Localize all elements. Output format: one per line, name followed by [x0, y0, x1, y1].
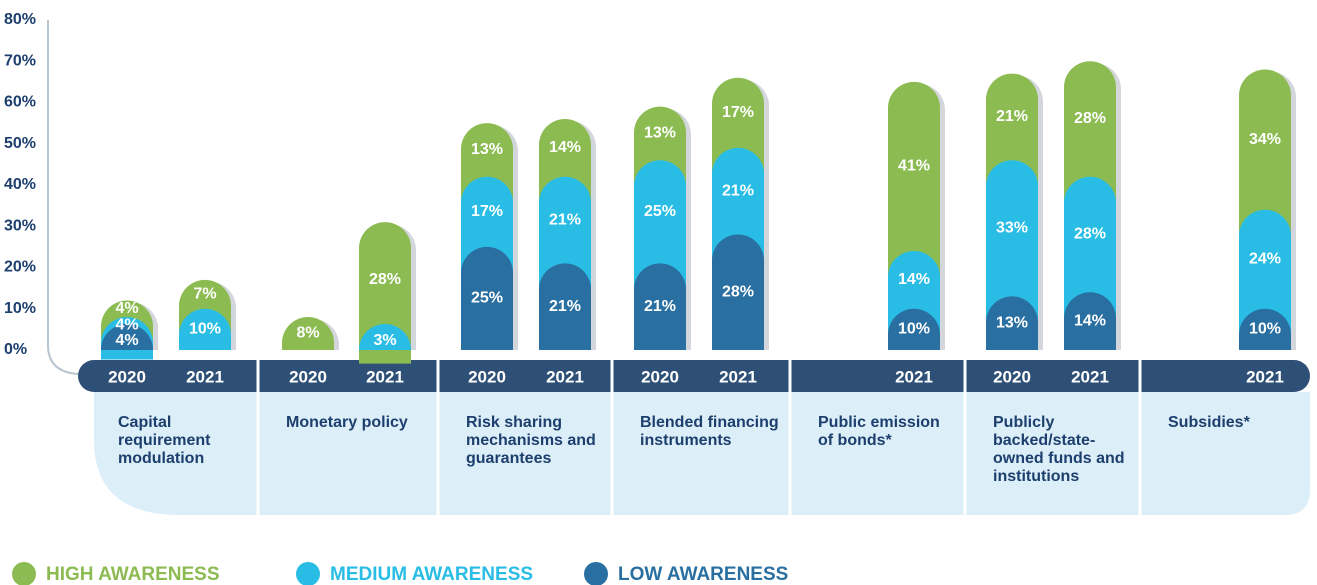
legend-label: LOW AWARENESS	[618, 564, 788, 585]
value-label: 21%	[549, 298, 581, 315]
value-label: 14%	[898, 271, 930, 288]
value-label: 34%	[1249, 131, 1281, 148]
x-tick-label: 2021	[719, 367, 757, 386]
bar-segment	[986, 73, 1038, 187]
bar-segment	[359, 324, 411, 350]
value-label: 4%	[115, 300, 138, 317]
legend-swatch	[584, 562, 608, 585]
bar-segment	[1239, 69, 1291, 236]
bar-segment	[712, 234, 764, 350]
x-tick-label: 2020	[468, 367, 506, 386]
year-band	[78, 360, 1310, 392]
group-label: Capital requirement modulation	[118, 414, 211, 467]
bar-segment	[712, 77, 764, 174]
bar-segment	[986, 296, 1038, 350]
x-tick-label: 2020	[993, 367, 1031, 386]
group-label: Public emission of bonds*	[818, 414, 940, 449]
bar-segment	[539, 176, 591, 290]
value-label: 7%	[193, 286, 216, 303]
x-tick-label: 2020	[289, 367, 327, 386]
value-label: 10%	[898, 321, 930, 338]
group-label: Risk sharing mechanisms and guarantees	[466, 414, 596, 467]
value-label: 13%	[471, 141, 503, 158]
x-tick-label: 2021	[186, 367, 224, 386]
x-tick-label: 2021	[366, 367, 404, 386]
x-tick-label: 2020	[641, 367, 679, 386]
group-label: Blended financing instruments	[640, 414, 779, 449]
bar-segment	[1064, 61, 1116, 203]
value-label: 25%	[471, 290, 503, 307]
y-tick-label: 20%	[4, 259, 36, 276]
bar-segment	[1064, 292, 1116, 350]
y-tick-label: 0%	[4, 341, 27, 358]
value-label: 13%	[644, 125, 676, 142]
bar-segment	[282, 317, 334, 350]
value-label: 14%	[1074, 312, 1106, 329]
value-label: 4%	[115, 332, 138, 349]
value-label: 17%	[722, 104, 754, 121]
value-label: 28%	[722, 283, 754, 300]
value-label: 28%	[1074, 110, 1106, 127]
y-tick-label: 40%	[4, 176, 36, 193]
value-label: 10%	[1249, 321, 1281, 338]
value-label: 28%	[1074, 226, 1106, 243]
bar-segment	[539, 263, 591, 350]
value-label: 33%	[996, 220, 1028, 237]
value-label: 21%	[644, 298, 676, 315]
value-label: 24%	[1249, 250, 1281, 267]
bar-segment	[101, 324, 153, 350]
group-label: Monetary policy	[286, 414, 408, 431]
bar-segment	[986, 160, 1038, 323]
value-label: 3%	[373, 332, 396, 349]
legend-label: HIGH AWARENESS	[46, 564, 220, 585]
y-tick-label: 80%	[4, 11, 36, 28]
value-label: 28%	[369, 271, 401, 288]
x-tick-label: 2021	[546, 367, 584, 386]
bar-segment	[634, 160, 686, 290]
bar-segment	[1239, 209, 1291, 335]
y-tick-label: 70%	[4, 52, 36, 69]
bar-segment	[712, 147, 764, 261]
group-label: Subsidies*	[1168, 414, 1250, 431]
x-tick-label: 2021	[895, 367, 933, 386]
y-tick-label: 30%	[4, 217, 36, 234]
bar-segment	[888, 308, 940, 350]
label-panel	[94, 392, 1310, 515]
value-label: 21%	[996, 108, 1028, 125]
x-tick-label: 2021	[1071, 367, 1109, 386]
x-tick-label: 2021	[1246, 367, 1284, 386]
x-tick-label: 2020	[108, 367, 146, 386]
legend-swatch	[296, 562, 320, 585]
value-label: 17%	[471, 203, 503, 220]
value-label: 8%	[296, 325, 319, 342]
bar-segment	[634, 263, 686, 350]
value-label: 21%	[722, 182, 754, 199]
value-label: 25%	[644, 203, 676, 220]
axis-line	[47, 20, 79, 375]
bar-segment	[1239, 308, 1291, 350]
y-tick-label: 60%	[4, 94, 36, 111]
value-label: 21%	[549, 211, 581, 228]
bar-segment	[461, 176, 513, 273]
y-tick-label: 50%	[4, 135, 36, 152]
value-label: 14%	[549, 139, 581, 156]
bar-segment	[888, 81, 940, 278]
value-label: 41%	[898, 158, 930, 175]
value-label: 4%	[115, 316, 138, 333]
bar-segment	[179, 308, 232, 350]
value-label: 10%	[189, 321, 221, 338]
y-tick-label: 10%	[4, 300, 36, 317]
value-label: 13%	[996, 314, 1028, 331]
bar-segment	[1064, 176, 1116, 319]
legend-label: MEDIUM AWARENESS	[330, 564, 533, 585]
bar-segment	[461, 246, 513, 350]
legend-swatch	[12, 562, 36, 585]
group-label: Publicly backed/state-owned funds and in…	[993, 414, 1125, 485]
